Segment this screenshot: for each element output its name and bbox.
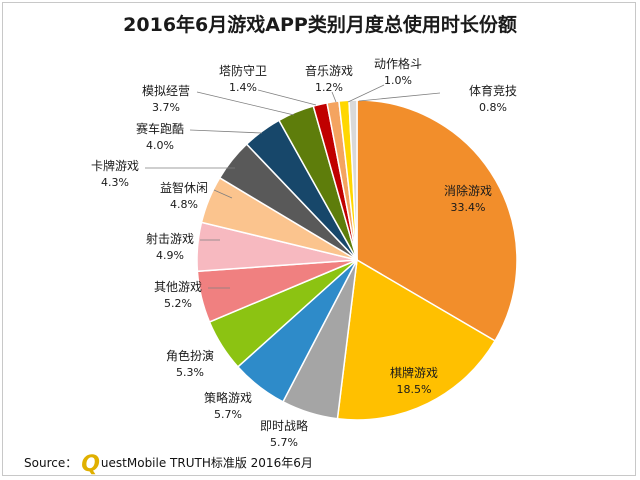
slice-value-2: 18.5% [397, 383, 432, 396]
slice-value-9: 4.3% [101, 176, 129, 189]
slice-value-11: 3.7% [152, 101, 180, 114]
source-note: Source： QuestMobile TRUTH标准版 2016年6月 [24, 452, 313, 477]
slice-value-14: 1.0% [384, 74, 412, 87]
slice-label-9: 卡牌游戏 [91, 159, 139, 173]
leader-line-14 [347, 84, 385, 103]
slice-value-4: 5.7% [214, 408, 242, 421]
slice-label-3: 即时战略 [260, 418, 308, 433]
slice-value-12: 1.4% [229, 81, 257, 94]
pie-slice-2 [336, 258, 497, 421]
pie-slice-1 [356, 99, 518, 342]
slice-label-11: 模拟经营 [142, 84, 190, 98]
slice-label-12: 塔防守卫 [219, 63, 267, 78]
slice-value-15: 0.8% [479, 101, 507, 114]
slice-label-15: 体育竞技 [469, 83, 517, 98]
slice-label-7: 射击游戏 [146, 231, 194, 246]
slice-value-7: 4.9% [156, 249, 184, 262]
questmobile-logo-q: Q [81, 452, 100, 477]
chart-title: 2016年6月游戏APP类别月度总使用时长份额 [123, 14, 517, 36]
slice-value-6: 5.2% [164, 297, 192, 310]
slice-value-13: 1.2% [315, 81, 343, 94]
slice-label-6: 其他游戏 [154, 280, 202, 294]
slice-label-2: 棋牌游戏 [390, 366, 438, 380]
slice-label-5: 角色扮演 [166, 348, 214, 363]
source-label: Source： [24, 456, 78, 470]
leader-line-8 [213, 189, 233, 199]
leader-line-12 [257, 89, 317, 106]
source-text: uestMobile TRUTH标准版 2016年6月 [100, 456, 313, 470]
slice-value-10: 4.0% [146, 139, 174, 152]
leader-line-11 [196, 91, 295, 116]
slice-label-1: 消除游戏 [444, 183, 492, 198]
slice-label-10: 赛车跑酷 [136, 121, 184, 136]
leader-line-15 [358, 92, 441, 102]
slice-label-14: 动作格斗 [374, 56, 422, 71]
leader-line-10 [189, 129, 263, 134]
slice-label-4: 策略游戏 [204, 390, 252, 405]
leader-line-13 [331, 91, 337, 103]
slice-value-1: 33.4% [451, 201, 486, 214]
slice-value-8: 4.8% [170, 198, 198, 211]
slice-label-13: 音乐游戏 [305, 63, 353, 78]
chart-frame [2, 2, 636, 476]
slice-value-5: 5.3% [176, 366, 204, 379]
slice-label-8: 益智休闲 [160, 180, 208, 195]
slice-value-3: 5.7% [270, 436, 298, 449]
